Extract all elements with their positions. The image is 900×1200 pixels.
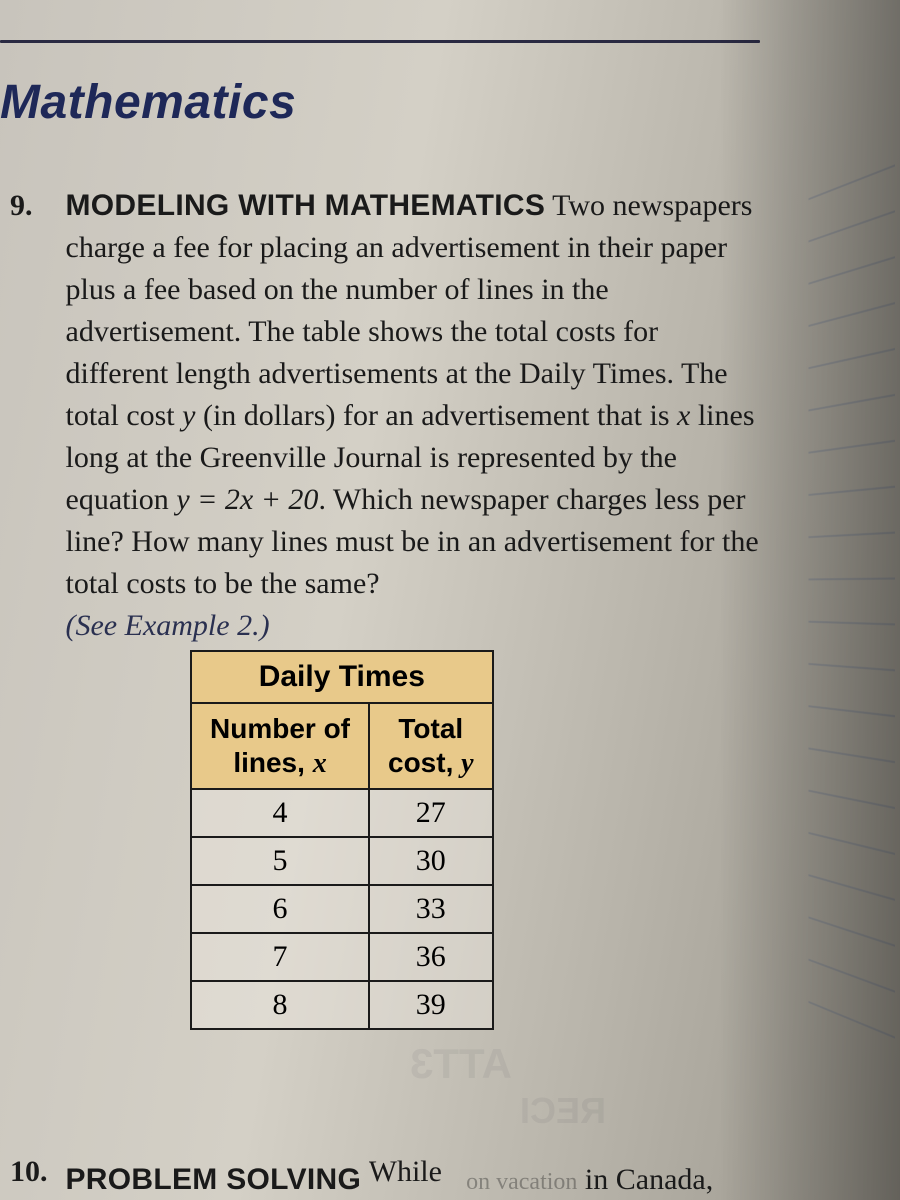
header-rule [0,40,760,43]
col2-line2: cost, [388,747,461,778]
col1-line1: Number of [210,713,350,744]
col1-line2: lines, [233,747,312,778]
cell-x: 8 [191,981,369,1029]
cell-x: 4 [191,789,369,837]
problem-label: MODELING WITH MATHEMATICS [66,189,546,222]
col-header-cost: Total cost, y [369,703,493,789]
daily-times-table: Daily Times Number of lines, x Total cos… [190,650,494,1030]
notebook-lines [808,120,895,1059]
col-header-lines: Number of lines, x [191,703,369,789]
cell-y: 33 [369,885,493,933]
col1-var: x [313,748,327,779]
problem-body: MODELING WITH MATHEMATICS Two newspapers… [66,185,766,647]
cell-y: 39 [369,981,493,1029]
problem-text-2: (in dollars) for an advertisement that i… [195,399,677,432]
col2-line1: Total [398,713,463,744]
cell-y: 27 [369,789,493,837]
equation: y = 2x + 20 [176,483,318,516]
variable-x: x [677,399,690,432]
col2-var: y [461,748,473,779]
partial-text-left: While [369,1155,459,1189]
partial-text-right: in Canada, [585,1163,713,1196]
cell-y: 30 [369,837,493,885]
cell-x: 7 [191,933,369,981]
cell-x: 5 [191,837,369,885]
problem-text-1: Two newspapers charge a fee for placing … [66,189,753,432]
variable-y: y [182,399,195,432]
example-reference: (See Example 2.) [66,609,270,642]
problem-9: 9. MODELING WITH MATHEMATICS Two newspap… [10,185,780,647]
problem-label: PROBLEM SOLVING [66,1163,362,1196]
table-row: 5 30 [191,837,493,885]
table-row: 8 39 [191,981,493,1029]
table-title: Daily Times [191,651,493,703]
cell-y: 36 [369,933,493,981]
cell-x: 6 [191,885,369,933]
problem-number: 9. [10,185,58,227]
table-row: 6 33 [191,885,493,933]
problem-10: 10. PROBLEM SOLVING While on vacation in… [10,1155,790,1197]
section-title: Mathematics [0,75,296,130]
page-bleed-text: RECI [520,1090,606,1132]
table-row: 7 36 [191,933,493,981]
page-bleed-text: ATT3 [410,1040,512,1088]
table-row: 4 27 [191,789,493,837]
problem-number: 10. [10,1155,58,1189]
partial-text-mid: on vacation [466,1169,577,1195]
